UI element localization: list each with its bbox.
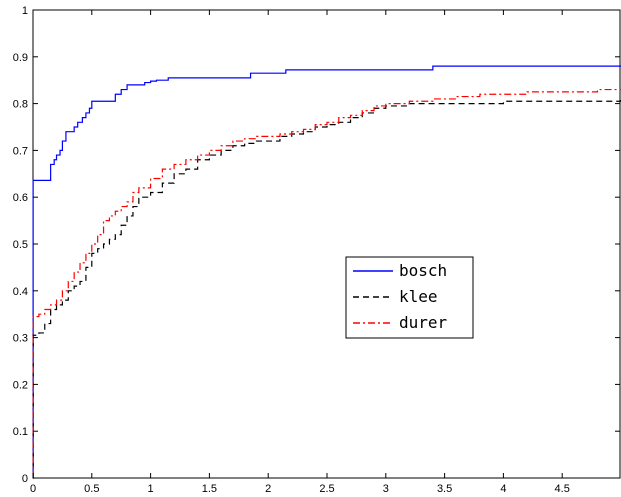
legend-label-klee: klee bbox=[399, 287, 438, 306]
legend-label-durer: durer bbox=[399, 313, 448, 332]
x-tick-label: 2 bbox=[265, 483, 271, 495]
legend-label-bosch: bosch bbox=[399, 261, 447, 280]
x-tick-label: 3.5 bbox=[437, 483, 452, 495]
series-line-bosch bbox=[32, 65, 621, 479]
y-tick-label: 0.2 bbox=[13, 379, 28, 391]
x-tick-label: 4.5 bbox=[555, 483, 570, 495]
x-axis: 0 0.5 1 1.5 2 2.5 3 3.5 4 4.5 bbox=[30, 10, 570, 495]
y-tick-label: 0.7 bbox=[13, 145, 28, 157]
y-tick-label: 0.8 bbox=[13, 99, 28, 111]
axes-box bbox=[32, 9, 621, 479]
x-tick-label: 1 bbox=[148, 483, 154, 495]
y-tick-label: 0.6 bbox=[13, 192, 28, 204]
y-axis: 0 0.1 0.2 0.3 0.4 0.5 0.6 0.7 0.8 0.9 1 bbox=[13, 5, 620, 485]
x-tick-label: 1.5 bbox=[202, 483, 217, 495]
series-layer bbox=[32, 65, 621, 479]
x-tick-label: 3 bbox=[383, 483, 389, 495]
series-line-klee bbox=[32, 99, 621, 479]
x-tick-label: 0.5 bbox=[84, 483, 99, 495]
y-tick-label: 0.3 bbox=[13, 333, 28, 345]
x-tick-label: 2.5 bbox=[319, 483, 334, 495]
y-tick-label: 0.5 bbox=[13, 239, 28, 251]
series-line-durer bbox=[32, 88, 621, 479]
y-tick-label: 0.1 bbox=[13, 426, 28, 438]
y-tick-label: 0.4 bbox=[13, 286, 28, 298]
y-tick-label: 0 bbox=[22, 473, 28, 485]
x-tick-label: 0 bbox=[30, 483, 36, 495]
legend: bosch klee durer bbox=[345, 256, 474, 339]
y-tick-label: 0.9 bbox=[13, 52, 28, 64]
x-tick-label: 4 bbox=[500, 483, 506, 495]
plot-area bbox=[32, 9, 621, 479]
y-tick-label: 1 bbox=[22, 5, 28, 17]
